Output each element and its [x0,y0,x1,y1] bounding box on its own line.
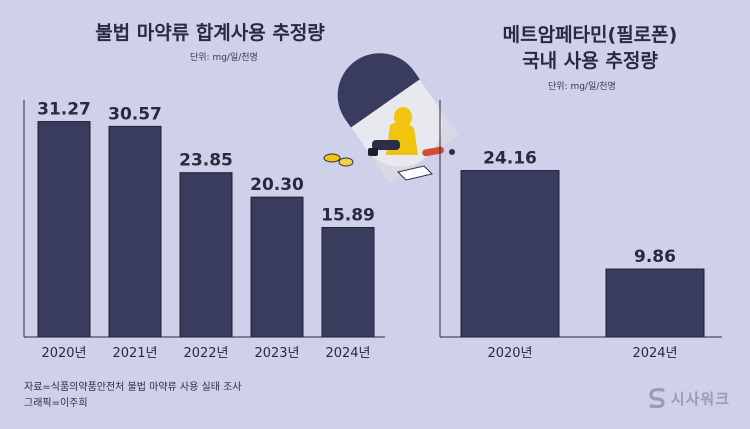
left-value-label: 20.30 [250,175,304,195]
left-value-label: 30.57 [108,104,162,124]
left-chart-title: 불법 마약류 합계사용 추정량 [95,22,325,44]
left-bar [179,172,233,338]
left-bar [321,227,375,338]
capsule-illustration [323,53,459,184]
right-value-label: 24.16 [483,149,537,169]
seated-figure [368,107,418,156]
left-value-label: 31.27 [37,100,91,120]
left-category-label: 2023년 [254,346,299,361]
right-chart-title-line1: 메트암페타민(필로폰) [502,24,678,46]
right-chart-title-line2: 국내 사용 추정량 [522,50,658,72]
left-value-label: 15.89 [321,206,375,226]
logo-mark-icon [649,387,665,409]
left-bar [37,121,91,338]
left-category-label: 2024년 [325,346,370,361]
right-bar [605,268,705,338]
right-value-label: 9.86 [634,247,676,267]
right-category-label: 2020년 [487,346,532,361]
publisher-logo: 시사워크 [647,387,730,409]
left-value-label: 23.85 [179,151,233,171]
source-note: 자료=식품의약품안전처 불법 마약류 사용 실태 조사 [24,382,242,393]
left-bar [250,196,304,338]
right-category-label: 2024년 [632,346,677,361]
left-bar [108,125,162,338]
left-category-label: 2020년 [41,346,86,361]
left-chart-unit: 단위: mg/일/천명 [190,53,258,63]
right-bar [460,170,560,338]
right-chart-unit: 단위: mg/일/천명 [548,82,616,92]
left-category-label: 2021년 [112,346,157,361]
left-category-label: 2022년 [183,346,228,361]
graphic-credit: 그래픽=이주희 [24,398,88,409]
logo-text: 시사워크 [670,389,730,408]
